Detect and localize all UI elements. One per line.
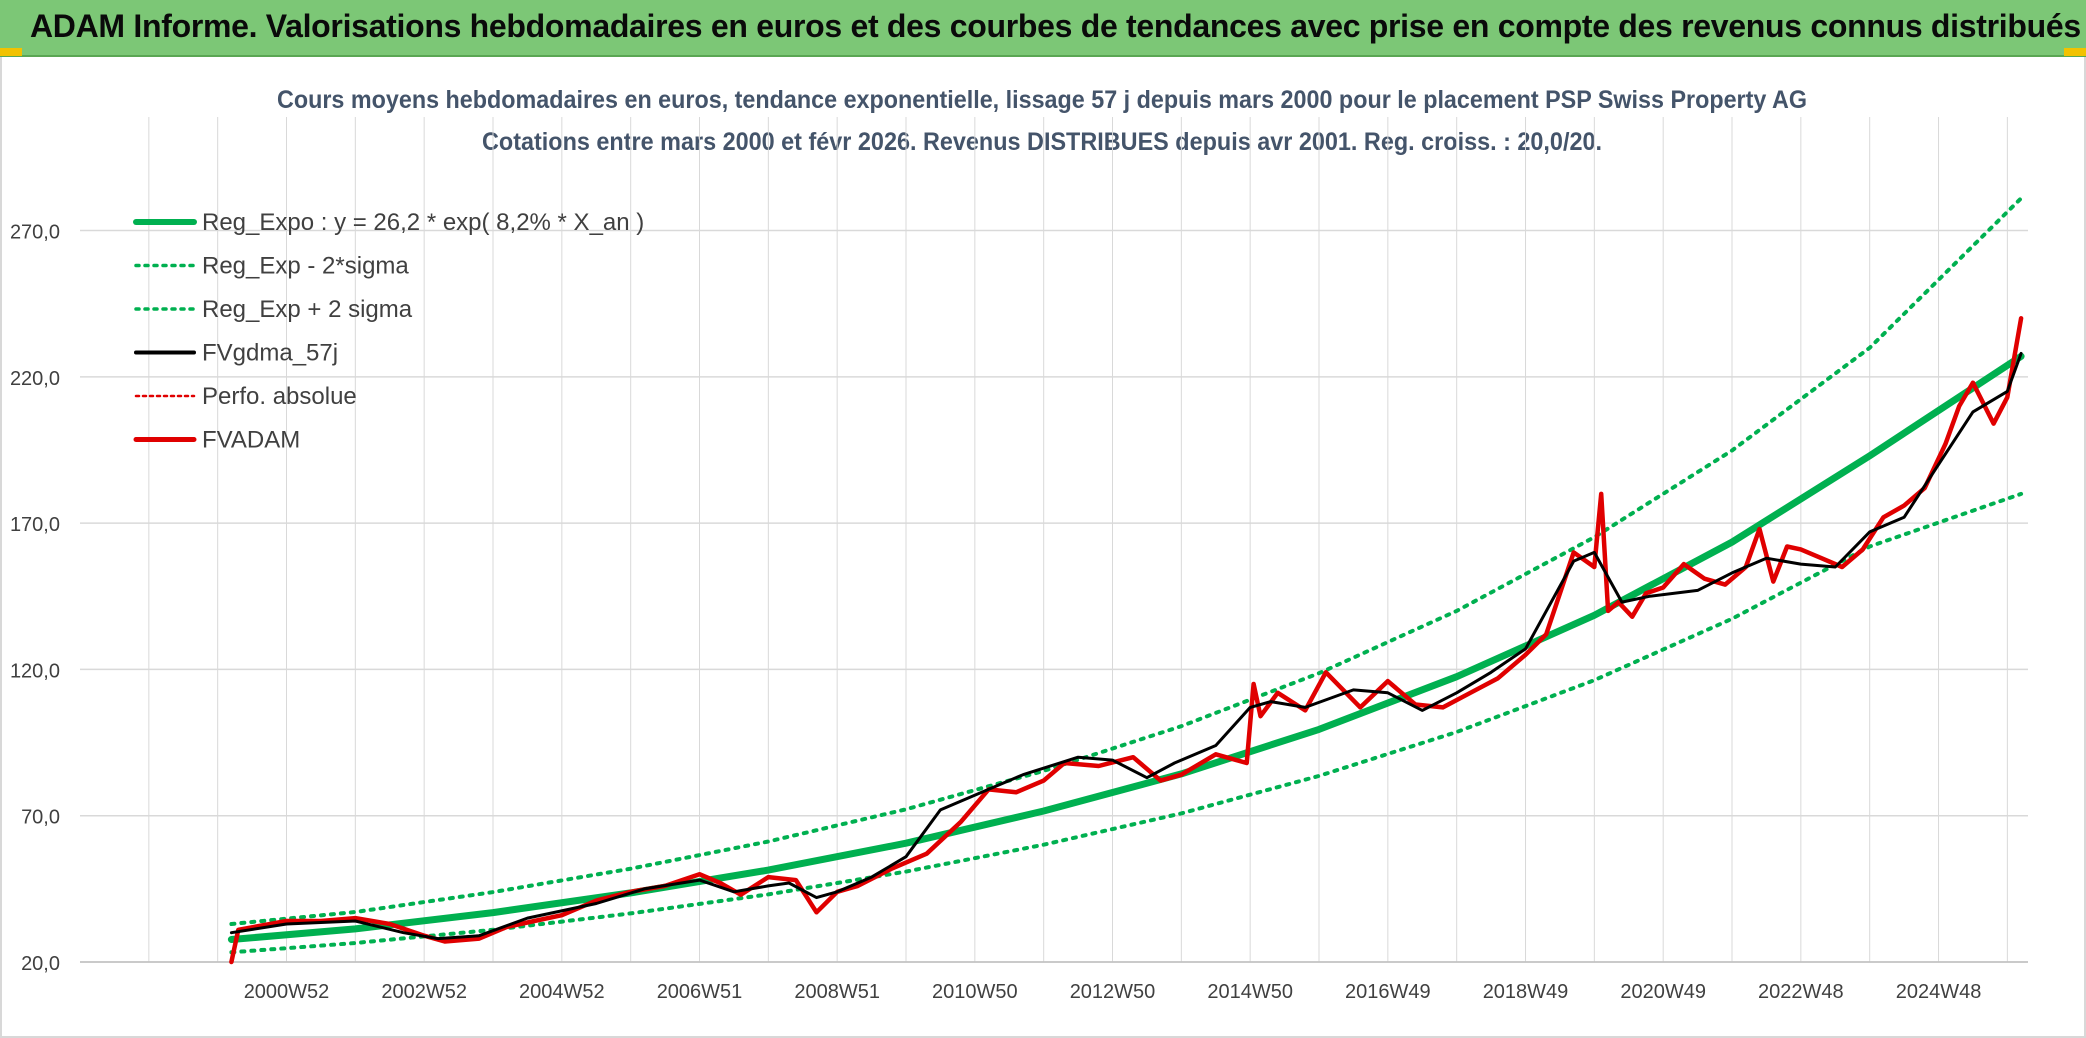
y-tick-label: 220,0 [10, 368, 60, 390]
legend-label: Reg_Exp - 2*sigma [202, 253, 409, 280]
x-tick-label: 2012W50 [1070, 981, 1156, 1003]
legend-label: FVADAM [202, 427, 300, 454]
series-line-0 [227, 352, 2025, 943]
x-tick-label: 2018W49 [1483, 981, 1569, 1003]
x-tick-label: 2020W49 [1620, 981, 1706, 1003]
x-tick-label: 2002W52 [381, 981, 467, 1003]
series-line-1 [229, 491, 2024, 955]
x-tick-label: 2010W50 [932, 981, 1018, 1003]
legend-label: Perfo. absolue [202, 383, 357, 410]
x-tick-label: 2006W51 [657, 981, 743, 1003]
x-tick-label: 2016W49 [1345, 981, 1431, 1003]
chart-title: Cours moyens hebdomadaires en euros, ten… [277, 86, 1807, 114]
x-tick-label: 2014W50 [1207, 981, 1293, 1003]
legend: Reg_Expo : y = 26,2 * exp( 8,2% * X_an )… [133, 209, 644, 454]
series-line-2 [229, 196, 2024, 926]
corner-accent-right [2064, 48, 2086, 56]
x-tick-label: 2008W51 [794, 981, 880, 1003]
y-tick-label: 70,0 [21, 807, 60, 829]
y-tick-label: 20,0 [21, 953, 60, 975]
axes: 20,0 70,0 120,0 170,0 220,0 270,0 2000W52 2002W… [10, 222, 2028, 1003]
legend-label: Reg_Exp + 2 sigma [202, 296, 413, 323]
y-tick-label: 120,0 [10, 660, 60, 682]
legend-label: Reg_Expo : y = 26,2 * exp( 8,2% * X_an ) [202, 209, 644, 236]
x-tick-label: 2000W52 [244, 981, 330, 1003]
x-tick-label: 2022W48 [1758, 981, 1844, 1003]
series-layer [227, 196, 2025, 965]
grid [80, 117, 2028, 963]
header-bar: ADAM Informe. Valorisations hebdomadaire… [0, 0, 2086, 57]
series-line-3 [229, 316, 2024, 965]
corner-accent-left [0, 48, 22, 56]
y-tick-label: 170,0 [10, 514, 60, 536]
report-title: ADAM Informe. Valorisations hebdomadaire… [30, 8, 2081, 44]
legend-label: FVgdma_57j [202, 340, 338, 367]
y-tick-label: 270,0 [10, 222, 60, 244]
chart-subtitle: Cotations entre mars 2000 et févr 2026. … [482, 128, 1602, 156]
series-line-4 [229, 351, 2023, 941]
x-tick-label: 2004W52 [519, 981, 605, 1003]
x-tick-label: 2024W48 [1896, 981, 1982, 1003]
